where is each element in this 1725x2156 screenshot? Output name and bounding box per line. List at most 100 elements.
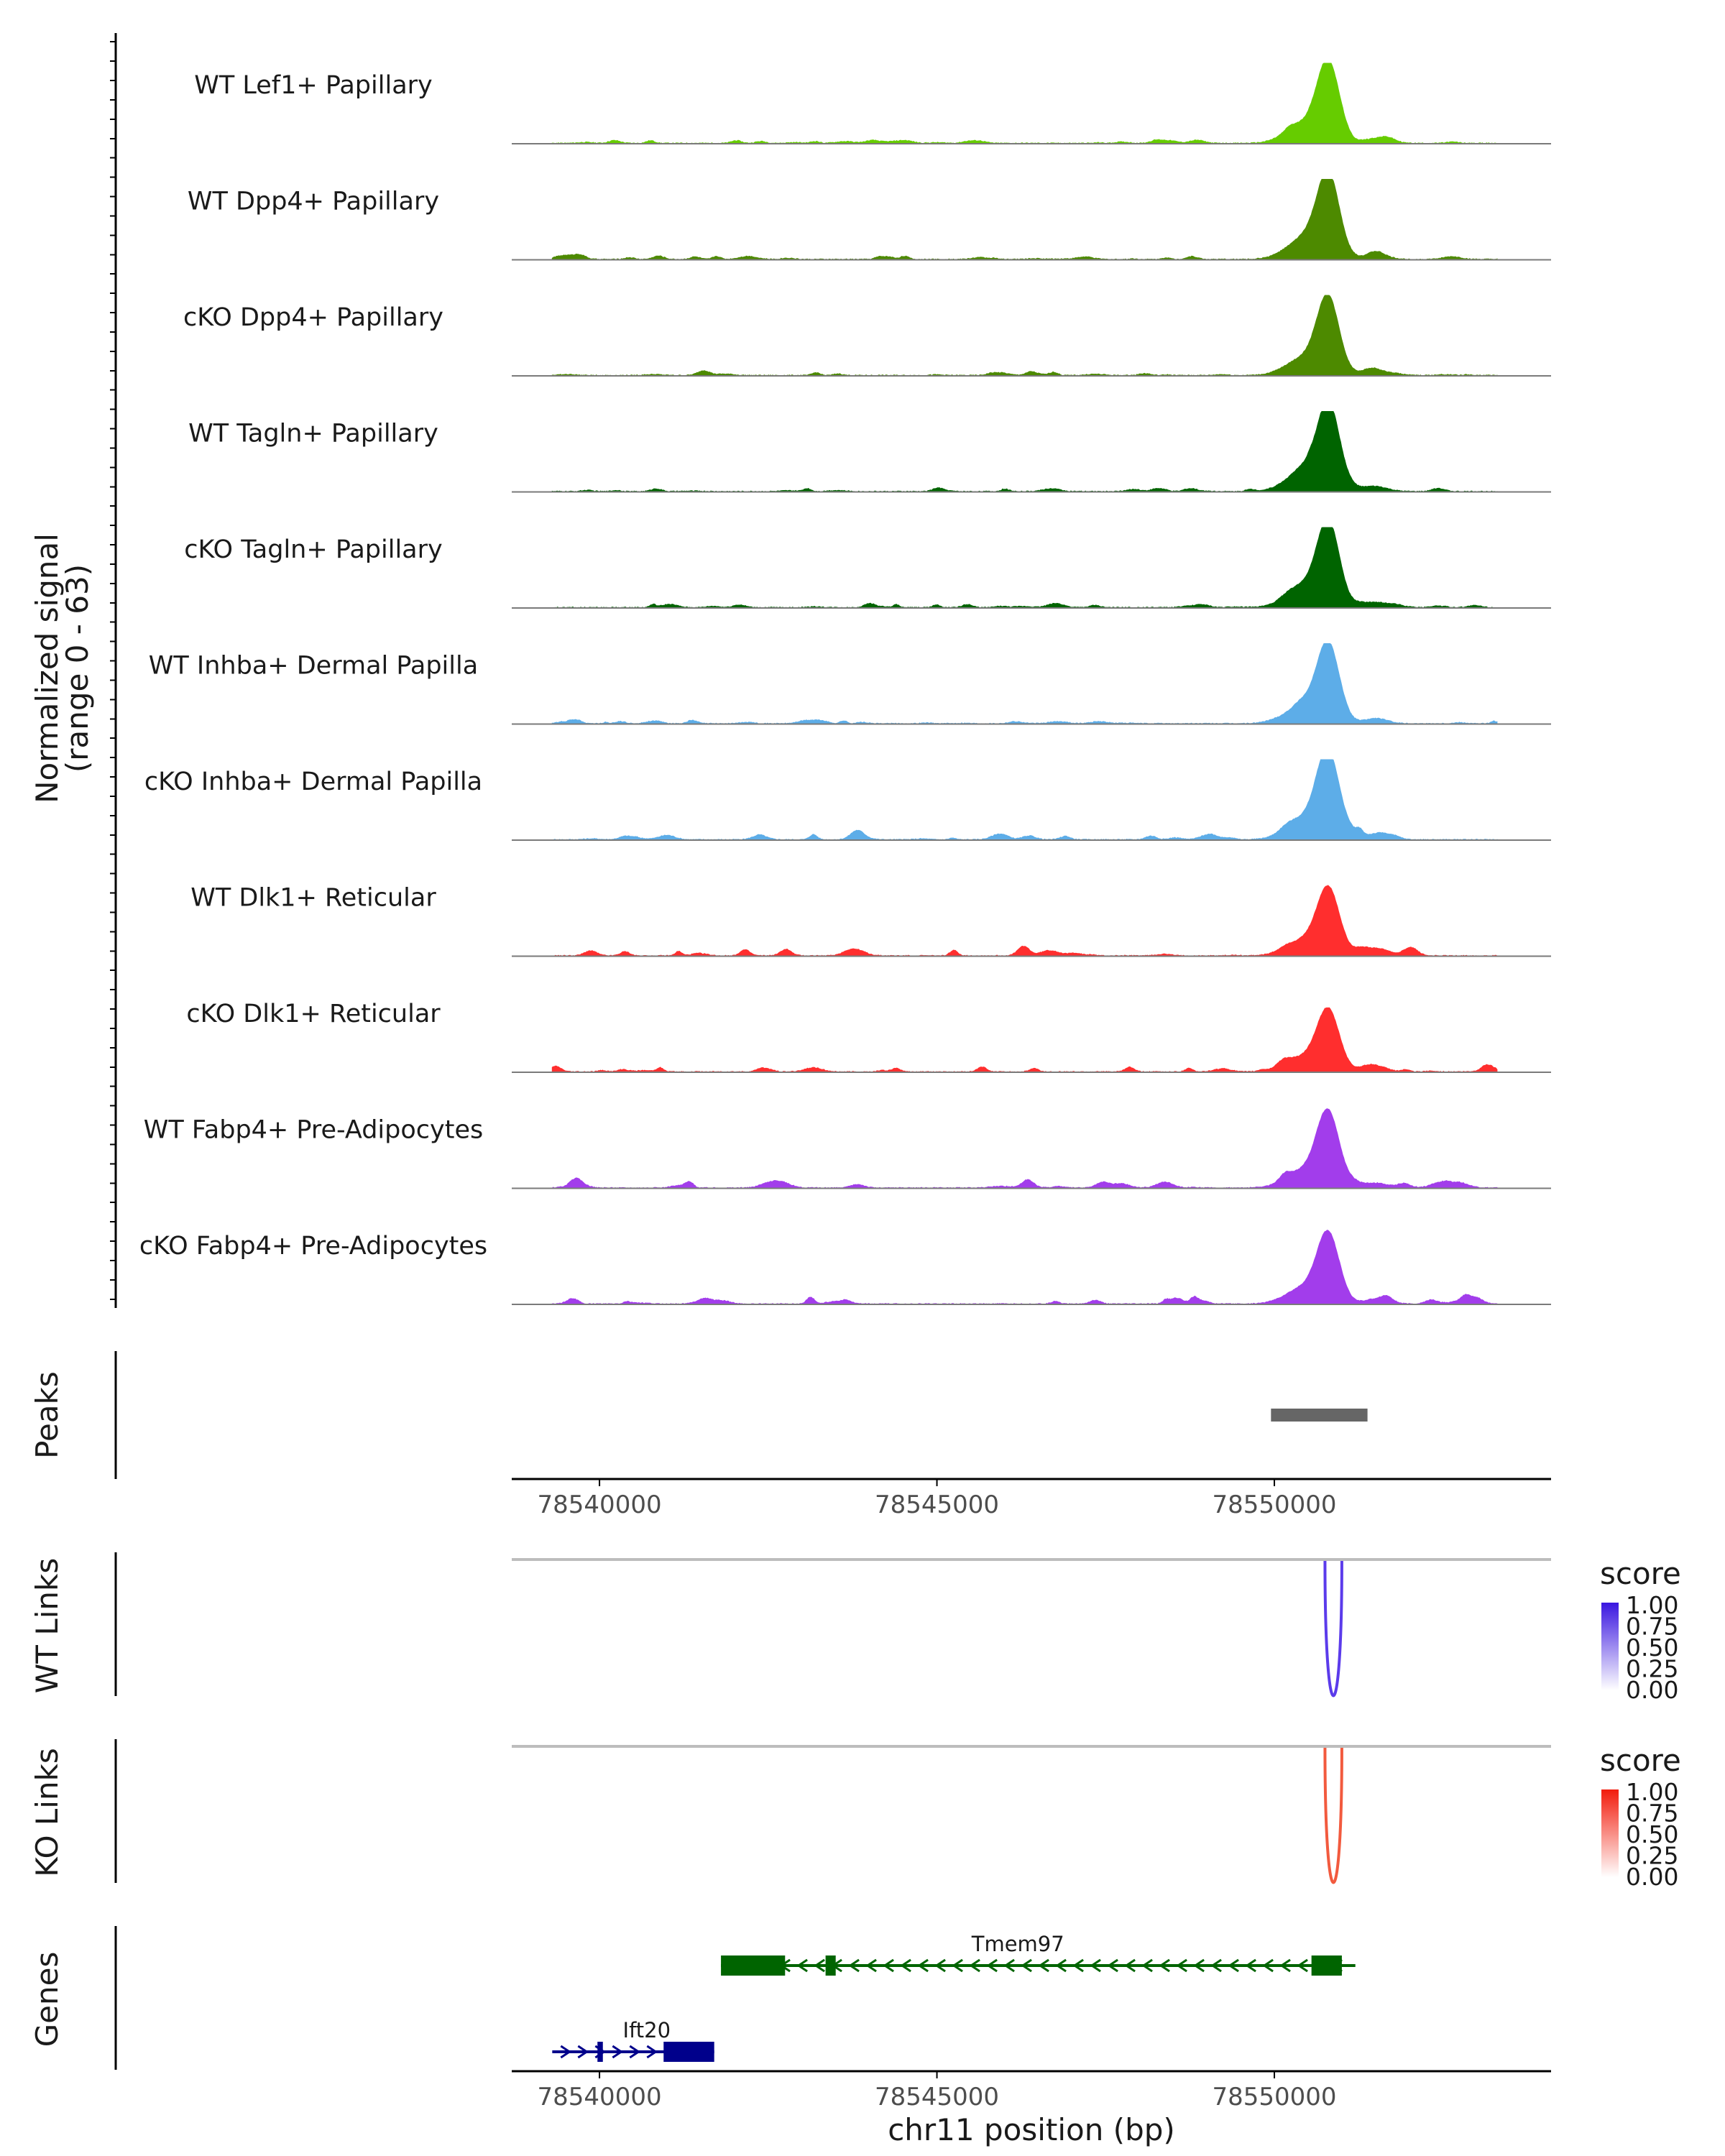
strand-chevron — [848, 1958, 860, 1973]
exon-block — [663, 2042, 714, 2062]
track-label-wt_dlk1: WT Dlk1+ Reticular — [190, 884, 436, 913]
coverage-area-wt_dlk1 — [551, 885, 1498, 957]
strand-chevron — [1210, 1958, 1222, 1973]
legend-tick-label: 0.50 — [1626, 1634, 1678, 1662]
wt-score-legend: 1.000.750.500.250.00 — [1601, 1591, 1678, 1704]
x-tick-label: 78540000 — [538, 2083, 662, 2111]
strand-chevron — [1176, 1958, 1187, 1973]
x-tick-label: 78550000 — [1212, 2083, 1336, 2111]
wt-links-label: WT Links — [29, 1558, 65, 1693]
strand-chevron — [1228, 1958, 1239, 1973]
genes-track: Genes Tmem97 Ift20 — [29, 1926, 1356, 2070]
strand-chevron — [1279, 1958, 1291, 1973]
legend-tick-label: 1.00 — [1626, 1591, 1678, 1619]
legend-tick-label: 0.50 — [1626, 1820, 1678, 1848]
legend-tick-label: 0.00 — [1626, 1863, 1678, 1891]
strand-chevron — [796, 1958, 808, 1973]
ko-score-legend: 1.000.750.500.250.00 — [1601, 1778, 1678, 1891]
track-label-cko_tagln: cKO Tagln+ Papillary — [184, 535, 443, 564]
wt-links-track: WT Links score 1.000.750.500.250.00 — [29, 1552, 1681, 1704]
x-axis-title: chr11 position (bp) — [888, 2112, 1175, 2147]
signal-panels: WT Lef1+ Papillary WT Dpp4+ Papillary cKO … — [139, 63, 1551, 1305]
coverage-area-cko_inhba — [552, 759, 1498, 841]
coverage-area-wt_dpp4 — [551, 179, 1498, 261]
strand-chevron — [1072, 1958, 1084, 1973]
strand-chevron — [952, 1958, 963, 1973]
strand-chevron — [1038, 1958, 1049, 1973]
gene-label-ift20: Ift20 — [623, 2018, 671, 2042]
coverage-area-cko_dpp4 — [551, 295, 1498, 377]
coverage-area-wt_inhba — [551, 643, 1498, 725]
coverage-area-wt_lef1 — [551, 63, 1498, 144]
legend-tick-label: 0.25 — [1626, 1655, 1678, 1683]
x-axis-bottom-ticks: 78540000 78545000 78550000 — [538, 2071, 1337, 2111]
track-label-cko_inhba: cKO Inhba+ Dermal Papilla — [144, 768, 482, 796]
strand-chevron — [934, 1958, 946, 1973]
strand-chevron — [986, 1958, 998, 1973]
link-arc — [1323, 1747, 1343, 1884]
strand-chevron — [1193, 1958, 1205, 1973]
coverage-area-cko_tagln — [551, 527, 1498, 609]
track-label-wt_dpp4: WT Dpp4+ Papillary — [188, 188, 439, 216]
exon-block — [597, 2042, 603, 2062]
legend-tick-label: 0.75 — [1626, 1800, 1678, 1828]
strand-chevron — [1055, 1958, 1067, 1973]
legend-tick-label: 0.75 — [1626, 1613, 1678, 1641]
x-axis-top-ticks: 78540000 78545000 78550000 — [538, 1479, 1337, 1519]
x-axis-top: 78540000 78545000 78550000 — [512, 1478, 1551, 1519]
legend-colorbar — [1601, 1789, 1619, 1877]
link-arc — [1323, 1560, 1343, 1697]
strand-chevron — [1159, 1958, 1170, 1973]
ko-links-arcs — [1323, 1747, 1343, 1884]
coverage-area-cko_fabp4 — [551, 1230, 1498, 1305]
strand-chevron — [917, 1958, 929, 1973]
legend-tick-label: 0.00 — [1626, 1676, 1678, 1704]
wt-links-arcs — [1323, 1560, 1343, 1697]
x-tick-label: 78545000 — [875, 1491, 999, 1519]
gene-label-tmem97: Tmem97 — [971, 1932, 1064, 1956]
legend-tick-label: 0.25 — [1626, 1842, 1678, 1870]
strand-chevron — [900, 1958, 911, 1973]
strand-chevron — [560, 2045, 572, 2059]
strand-chevron — [1124, 1958, 1136, 1973]
track-label-wt_lef1: WT Lef1+ Papillary — [194, 71, 433, 100]
strand-chevron — [865, 1958, 877, 1973]
signal-y-ticks — [110, 41, 116, 1300]
strand-chevron — [629, 2045, 641, 2059]
genes-label: Genes — [29, 1952, 65, 2047]
strand-chevron — [969, 1958, 980, 1973]
strand-chevron — [612, 2045, 624, 2059]
ko-links-label: KO Links — [29, 1748, 65, 1877]
strand-chevron — [814, 1958, 825, 1973]
signal-track: Normalized signal (range 0 - 63) WT Lef1… — [29, 33, 1551, 1308]
legend-tick-label: 1.00 — [1626, 1778, 1678, 1806]
strand-chevron — [1003, 1958, 1015, 1973]
track-label-wt_fabp4: WT Fabp4+ Pre-Adipocytes — [144, 1116, 483, 1145]
peak-bar — [1271, 1409, 1368, 1422]
track-label-wt_tagln: WT Tagln+ Papillary — [188, 420, 438, 448]
strand-chevron — [1245, 1958, 1256, 1973]
track-label-cko_fabp4: cKO Fabp4+ Pre-Adipocytes — [139, 1232, 487, 1261]
strand-chevron — [1141, 1958, 1153, 1973]
coverage-area-wt_tagln — [551, 411, 1498, 493]
x-tick-label: 78550000 — [1212, 1491, 1336, 1519]
exon-block — [825, 1955, 836, 1976]
exon-block — [721, 1955, 786, 1976]
strand-chevron — [1021, 1958, 1032, 1973]
coverage-area-wt_fabp4 — [551, 1108, 1498, 1189]
ko-legend-title: score — [1600, 1743, 1681, 1778]
track-label-wt_inhba: WT Inhba+ Dermal Papilla — [149, 652, 478, 681]
track-label-cko_dpp4: cKO Dpp4+ Papillary — [183, 303, 443, 332]
legend-colorbar — [1601, 1603, 1619, 1690]
gene-models: Tmem97 Ift20 — [552, 1932, 1356, 2062]
strand-chevron — [577, 2045, 589, 2059]
strand-chevron — [1090, 1958, 1101, 1973]
strand-chevron — [883, 1958, 894, 1973]
strand-chevron — [1107, 1958, 1118, 1973]
x-axis-bottom: 78540000 78545000 78550000 chr11 position … — [512, 2070, 1551, 2147]
peaks-label: Peaks — [29, 1371, 65, 1459]
peaks-track: Peaks — [29, 1351, 1368, 1479]
strand-chevron — [1262, 1958, 1274, 1973]
signal-ylabel-line2: (range 0 - 63) — [60, 564, 95, 773]
coverage-area-cko_dlk1 — [551, 1007, 1498, 1073]
